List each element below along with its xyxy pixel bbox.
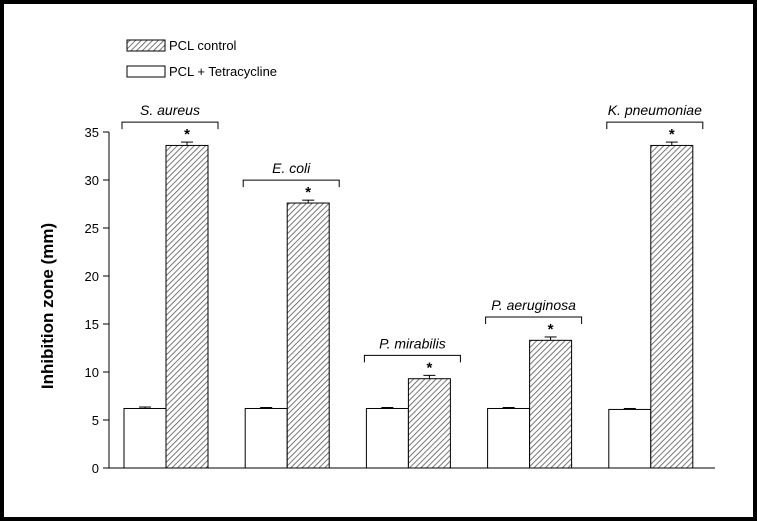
species-label: P. aeruginosa (491, 297, 576, 313)
species-label: S. aureus (140, 102, 200, 118)
y-tick-label: 0 (92, 461, 99, 476)
y-axis-label: Inhibition zone (mm) (38, 223, 57, 389)
species-bracket (485, 316, 583, 324)
species-label: K. pneumoniae (608, 102, 702, 118)
bars (123, 141, 694, 469)
legend-swatch-pcl-tetracycline (126, 65, 166, 78)
y-tick-label: 25 (85, 221, 99, 236)
species-label: P. mirabilis (379, 335, 446, 351)
legend: PCL control PCL + Tetracycline (126, 38, 277, 79)
y-tick-label: 20 (85, 269, 99, 284)
bar-pcl-tetracycline (608, 408, 652, 469)
significance-star: * (305, 184, 311, 201)
y-tick-label: 30 (85, 173, 99, 188)
bar-pcl-tetracycline (244, 407, 288, 469)
bar-pcl-control (529, 339, 573, 469)
y-tick-label: 5 (92, 413, 99, 428)
significance-star: * (669, 126, 675, 143)
significance-star: * (548, 321, 554, 338)
species-bracket (242, 179, 340, 188)
y-tick-label: 35 (85, 125, 99, 140)
bar-pcl-tetracycline (365, 407, 409, 469)
bar-pcl-tetracycline (487, 407, 531, 469)
legend-swatch-pcl-control (126, 39, 166, 52)
significance-star: * (184, 126, 190, 143)
y-tick-label: 15 (85, 317, 99, 332)
bar-pcl-control (165, 144, 209, 469)
annotations: * S. aureus * E. coli * P. mirabilis * P. aerug… (121, 102, 704, 376)
bar-pcl-control (407, 378, 451, 469)
legend-label-pcl-tetracycline: PCL + Tetracycline (169, 64, 277, 79)
species-label: E. coli (272, 160, 311, 176)
bar-pcl-tetracycline (123, 407, 167, 469)
significance-star: * (426, 359, 432, 376)
bar-pcl-control (650, 144, 694, 469)
species-bracket (606, 121, 704, 130)
y-axis-ticks: 0 5 10 15 20 25 30 35 (85, 125, 109, 476)
species-bracket (121, 121, 219, 130)
legend-label-pcl-control: PCL control (169, 38, 237, 53)
bar-pcl-control (286, 202, 330, 469)
species-bracket (363, 354, 461, 363)
y-tick-label: 10 (85, 365, 99, 380)
